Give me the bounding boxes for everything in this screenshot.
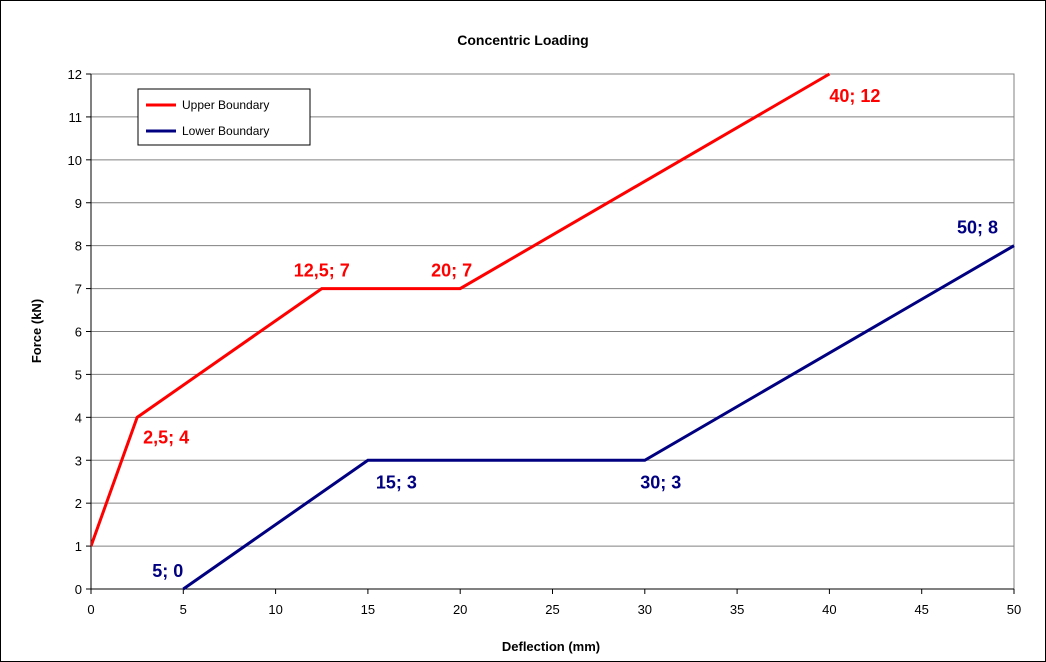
series-line-upper-boundary xyxy=(91,72,831,547)
x-axis-title: Deflection (mm) xyxy=(502,639,600,654)
y-tick-label: 11 xyxy=(69,110,83,125)
x-tick-label: 50 xyxy=(1007,602,1021,617)
y-tick-label: 8 xyxy=(75,239,82,254)
y-tick-label: 5 xyxy=(75,367,82,382)
data-label: 2,5; 4 xyxy=(143,427,189,447)
data-label: 30; 3 xyxy=(640,472,681,492)
x-tick-label: 20 xyxy=(453,602,467,617)
x-tick-label: 10 xyxy=(268,602,282,617)
data-label: 5; 0 xyxy=(152,561,183,581)
x-tick-label: 30 xyxy=(638,602,652,617)
data-label: 50; 8 xyxy=(957,218,998,238)
data-label: 40; 12 xyxy=(829,86,880,106)
x-tick-label: 5 xyxy=(180,602,187,617)
y-tick-label: 1 xyxy=(75,539,82,554)
y-tick-label: 2 xyxy=(75,496,82,511)
x-tick-label: 15 xyxy=(361,602,375,617)
data-label: 20; 7 xyxy=(431,261,472,281)
data-label: 12,5; 7 xyxy=(294,261,350,281)
data-label: 15; 3 xyxy=(376,472,417,492)
y-tick-label: 12 xyxy=(68,67,82,82)
y-tick-label: 10 xyxy=(68,153,82,168)
legend-box xyxy=(137,88,311,146)
chart-title: Concentric Loading xyxy=(457,32,588,48)
x-tick-label: 40 xyxy=(822,602,836,617)
y-tick-label: 4 xyxy=(75,410,82,425)
x-tick-label: 45 xyxy=(914,602,928,617)
x-tick-label: 35 xyxy=(730,602,744,617)
legend-entry: Lower Boundary xyxy=(182,124,269,138)
y-tick-label: 9 xyxy=(75,196,82,211)
x-tick-label: 25 xyxy=(545,602,559,617)
legend-entry: Upper Boundary xyxy=(182,98,269,112)
y-tick-label: 6 xyxy=(75,325,82,340)
x-tick-label: 0 xyxy=(87,602,94,617)
y-axis-title: Force (kN) xyxy=(29,299,44,363)
series-line-lower-boundary xyxy=(182,244,1015,591)
y-tick-label: 0 xyxy=(75,582,82,597)
y-tick-label: 3 xyxy=(75,453,82,468)
y-tick-label: 7 xyxy=(75,282,82,297)
